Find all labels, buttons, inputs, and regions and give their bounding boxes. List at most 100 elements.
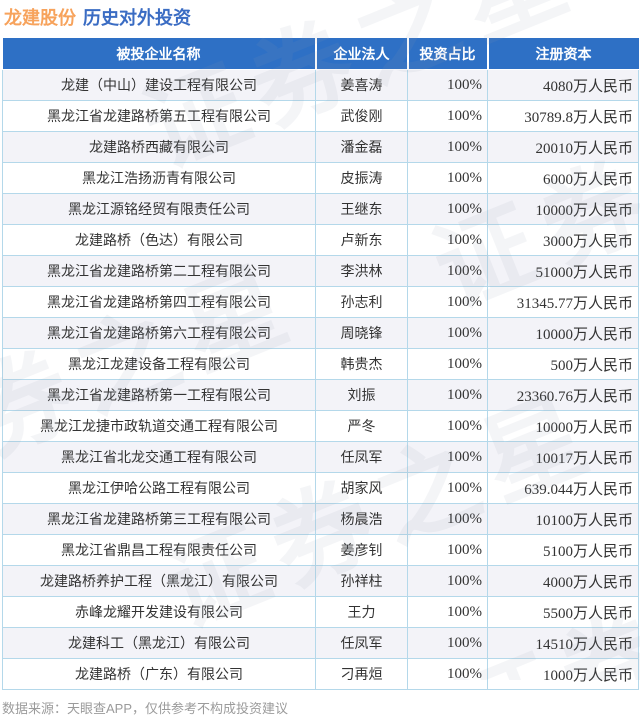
cell-ratio: 100% (407, 472, 488, 504)
table-row: 龙建路桥（色达）有限公司 卢新东 100% 3000万人民币 (2, 224, 639, 256)
table-row: 黑龙江省北龙交通工程有限公司 任凤军 100% 10017万人民币 (2, 441, 639, 473)
cell-ratio: 100% (407, 255, 488, 287)
cell-legal-person: 刁再烜 (315, 658, 408, 690)
col-header-ratio: 投资占比 (406, 38, 488, 70)
cell-legal-person: 姜彦钊 (315, 534, 408, 566)
cell-ratio: 100% (407, 658, 488, 690)
cell-company: 黑龙江省龙建路桥第三工程有限公司 (2, 503, 316, 535)
cell-company: 黑龙江省龙建路桥第六工程有限公司 (2, 317, 316, 349)
cell-capital: 23360.76万人民币 (487, 379, 639, 411)
cell-ratio: 100% (407, 503, 488, 535)
cell-capital: 10000万人民币 (487, 410, 639, 442)
cell-capital: 31345.77万人民币 (487, 286, 639, 318)
cell-capital: 1000万人民币 (487, 658, 639, 690)
cell-ratio: 100% (407, 162, 488, 194)
cell-ratio: 100% (407, 317, 488, 349)
cell-legal-person: 孙志利 (315, 286, 408, 318)
cell-capital: 5500万人民币 (487, 596, 639, 628)
table-header: 被投企业名称 企业法人 投资占比 注册资本 (2, 38, 639, 70)
cell-ratio: 100% (407, 193, 488, 225)
report-title: 历史对外投资 (83, 8, 191, 28)
cell-capital: 20010万人民币 (487, 131, 639, 163)
cell-ratio: 100% (407, 131, 488, 163)
cell-legal-person: 孙祥柱 (315, 565, 408, 597)
cell-legal-person: 杨晨浩 (315, 503, 408, 535)
cell-capital: 10000万人民币 (487, 193, 639, 225)
stock-name: 龙建股份 (4, 8, 76, 28)
cell-legal-person: 韩贵杰 (315, 348, 408, 380)
cell-company: 龙建路桥（色达）有限公司 (2, 224, 316, 256)
table-row: 黑龙江省龙建路桥第三工程有限公司 杨晨浩 100% 10100万人民币 (2, 503, 639, 535)
table-row: 黑龙江伊哈公路工程有限公司 胡家风 100% 639.044万人民币 (2, 472, 639, 504)
cell-ratio: 100% (407, 441, 488, 473)
cell-legal-person: 王继东 (315, 193, 408, 225)
cell-ratio: 100% (407, 534, 488, 566)
table-row: 龙建路桥养护工程（黑龙江）有限公司 孙祥柱 100% 4000万人民币 (2, 565, 639, 597)
table-row: 龙建科工（黑龙江）有限公司 任凤军 100% 14510万人民币 (2, 627, 639, 659)
cell-capital: 4080万人民币 (487, 69, 639, 101)
cell-company: 黑龙江源铭经贸有限责任公司 (2, 193, 316, 225)
table-row: 黑龙江省鼎昌工程有限责任公司 姜彦钊 100% 5100万人民币 (2, 534, 639, 566)
cell-capital: 10000万人民币 (487, 317, 639, 349)
table-row: 黑龙江省龙建路桥第五工程有限公司 武俊刚 100% 30789.8万人民币 (2, 100, 639, 132)
table-row: 黑龙江龙捷市政轨道交通工程有限公司 严冬 100% 10000万人民币 (2, 410, 639, 442)
col-header-company: 被投企业名称 (2, 38, 316, 70)
cell-ratio: 100% (407, 410, 488, 442)
cell-capital: 6000万人民币 (487, 162, 639, 194)
cell-company: 龙建（中山）建设工程有限公司 (2, 69, 316, 101)
table-row: 黑龙江省龙建路桥第二工程有限公司 李洪林 100% 51000万人民币 (2, 255, 639, 287)
table-row: 黑龙江源铭经贸有限责任公司 王继东 100% 10000万人民币 (2, 193, 639, 225)
cell-ratio: 100% (407, 69, 488, 101)
cell-company: 黑龙江浩扬沥青有限公司 (2, 162, 316, 194)
cell-company: 黑龙江省龙建路桥第五工程有限公司 (2, 100, 316, 132)
cell-company: 黑龙江省北龙交通工程有限公司 (2, 441, 316, 473)
cell-legal-person: 李洪林 (315, 255, 408, 287)
cell-ratio: 100% (407, 379, 488, 411)
cell-company: 黑龙江省龙建路桥第二工程有限公司 (2, 255, 316, 287)
cell-company: 黑龙江龙捷市政轨道交通工程有限公司 (2, 410, 316, 442)
cell-company: 龙建路桥养护工程（黑龙江）有限公司 (2, 565, 316, 597)
table-row: 龙建路桥西藏有限公司 潘金磊 100% 20010万人民币 (2, 131, 639, 163)
cell-capital: 500万人民币 (487, 348, 639, 380)
col-header-capital: 注册资本 (486, 38, 639, 70)
cell-capital: 51000万人民币 (487, 255, 639, 287)
table-row: 黑龙江省龙建路桥第四工程有限公司 孙志利 100% 31345.77万人民币 (2, 286, 639, 318)
cell-capital: 10017万人民币 (487, 441, 639, 473)
table-row: 黑龙江省龙建路桥第一工程有限公司 刘振 100% 23360.76万人民币 (2, 379, 639, 411)
cell-company: 黑龙江省鼎昌工程有限责任公司 (2, 534, 316, 566)
cell-legal-person: 王力 (315, 596, 408, 628)
cell-company: 赤峰龙耀开发建设有限公司 (2, 596, 316, 628)
cell-capital: 5100万人民币 (487, 534, 639, 566)
cell-capital: 10100万人民币 (487, 503, 639, 535)
cell-legal-person: 皮振涛 (315, 162, 408, 194)
cell-capital: 3000万人民币 (487, 224, 639, 256)
cell-legal-person: 任凤军 (315, 441, 408, 473)
cell-legal-person: 刘振 (315, 379, 408, 411)
cell-capital: 30789.8万人民币 (487, 100, 639, 132)
cell-legal-person: 周晓锋 (315, 317, 408, 349)
data-source-note: 数据来源：天眼查APP，仅供参考不构成投资建议 (2, 701, 289, 716)
cell-legal-person: 胡家风 (315, 472, 408, 504)
cell-legal-person: 武俊刚 (315, 100, 408, 132)
cell-capital: 14510万人民币 (487, 627, 639, 659)
cell-legal-person: 卢新东 (315, 224, 408, 256)
page-title: 龙建股份 历史对外投资 (0, 0, 640, 38)
cell-company: 龙建科工（黑龙江）有限公司 (2, 627, 316, 659)
cell-legal-person: 姜喜涛 (315, 69, 408, 101)
table-row: 赤峰龙耀开发建设有限公司 王力 100% 5500万人民币 (2, 596, 639, 628)
table-row: 龙建路桥（广东）有限公司 刁再烜 100% 1000万人民币 (2, 658, 639, 690)
table-row: 黑龙江龙建设备工程有限公司 韩贵杰 100% 500万人民币 (2, 348, 639, 380)
table-row: 黑龙江浩扬沥青有限公司 皮振涛 100% 6000万人民币 (2, 162, 639, 194)
cell-company: 黑龙江龙建设备工程有限公司 (2, 348, 316, 380)
cell-capital: 4000万人民币 (487, 565, 639, 597)
cell-ratio: 100% (407, 348, 488, 380)
cell-company: 龙建路桥西藏有限公司 (2, 131, 316, 163)
cell-ratio: 100% (407, 565, 488, 597)
cell-legal-person: 潘金磊 (315, 131, 408, 163)
cell-legal-person: 严冬 (315, 410, 408, 442)
cell-company: 黑龙江伊哈公路工程有限公司 (2, 472, 316, 504)
table-row: 黑龙江省龙建路桥第六工程有限公司 周晓锋 100% 10000万人民币 (2, 317, 639, 349)
table-row: 龙建（中山）建设工程有限公司 姜喜涛 100% 4080万人民币 (2, 69, 639, 101)
cell-company: 黑龙江省龙建路桥第一工程有限公司 (2, 379, 316, 411)
col-header-legal-person: 企业法人 (314, 38, 408, 70)
